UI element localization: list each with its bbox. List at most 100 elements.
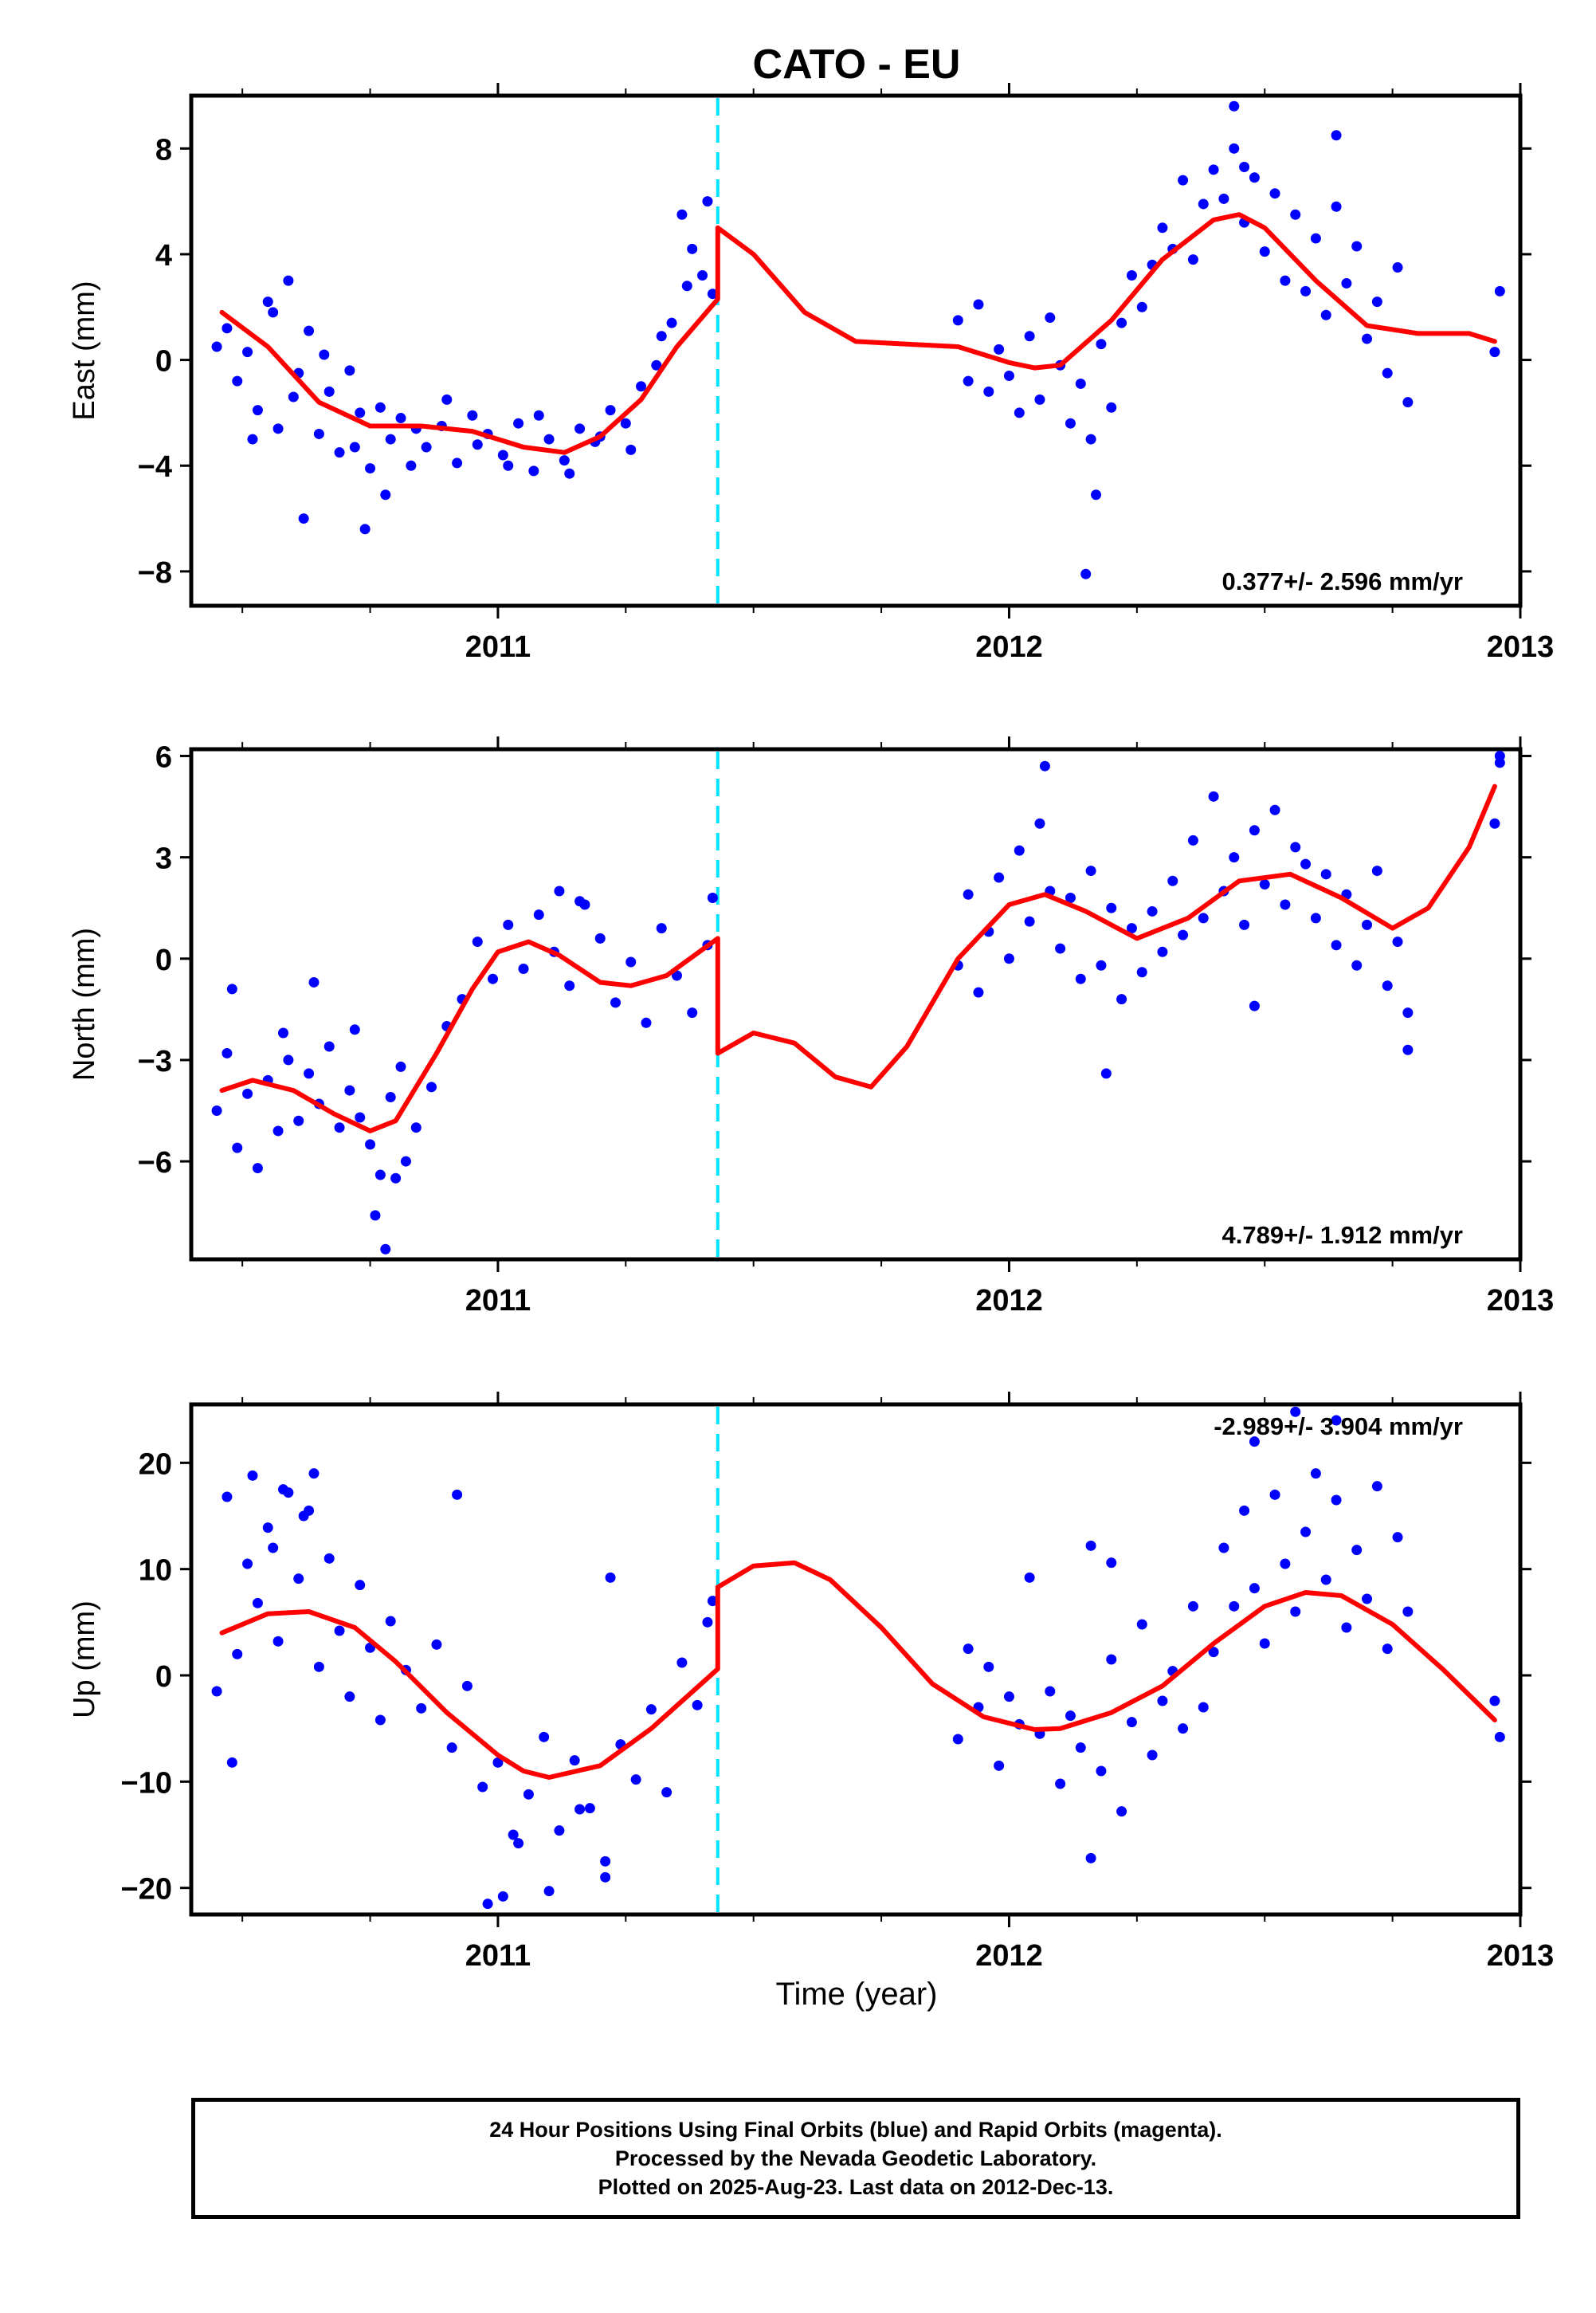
east-data-point <box>242 347 253 358</box>
north-data-point <box>1157 946 1168 957</box>
east-data-point <box>1126 269 1137 281</box>
east-data-point <box>1178 175 1189 186</box>
east-plot-frame <box>189 93 1523 608</box>
north-data-point <box>1003 953 1014 964</box>
north-data-point <box>1494 750 1505 761</box>
east-data-point <box>395 413 406 424</box>
east-data-point <box>1024 331 1035 342</box>
north-data-point <box>1178 929 1189 941</box>
east-data-point <box>1362 333 1373 344</box>
north-data-point <box>334 1122 345 1133</box>
up-data-point <box>1331 1415 1342 1426</box>
up-data-point <box>374 1714 386 1726</box>
up-data-point <box>1320 1574 1331 1585</box>
north-rate-label: 4.789+/- 1.912 mm/yr <box>1222 1221 1463 1249</box>
up-data-point <box>446 1742 457 1753</box>
up-data-point <box>1106 1654 1117 1665</box>
up-data-point <box>242 1558 253 1569</box>
east-data-point <box>559 455 570 466</box>
east-data-point <box>222 323 233 334</box>
east-data-point <box>513 418 524 429</box>
north-plot-frame <box>189 747 1523 1262</box>
north-data-point <box>1039 760 1050 772</box>
east-data-point <box>421 442 432 453</box>
east-data-point <box>1187 254 1198 265</box>
up-data-point <box>1392 1532 1403 1543</box>
east-data-point <box>441 394 453 405</box>
up-data-point <box>232 1648 243 1659</box>
up-data-point <box>226 1757 237 1768</box>
up-data-point <box>508 1829 519 1840</box>
north-data-point <box>283 1054 294 1066</box>
up-ylabel: Up (mm) <box>68 1600 101 1718</box>
up-data-point <box>1178 1723 1189 1734</box>
panel-east: −8 −4 0 4 8 2011 2012 2013 East (mm) 0.377+/- 2.5… <box>68 83 1554 664</box>
north-data-point <box>365 1139 376 1150</box>
north-data-point <box>226 984 237 995</box>
chart-title: CATO - EU <box>753 41 961 88</box>
north-ytick-label: 3 <box>155 842 172 876</box>
up-data-point <box>1382 1643 1393 1655</box>
up-data-point <box>211 1686 222 1697</box>
north-data-point <box>1249 1000 1260 1011</box>
east-data-point <box>273 423 284 434</box>
east-data-point <box>355 407 366 418</box>
up-data-point <box>1045 1686 1056 1697</box>
north-data-point <box>1075 973 1086 984</box>
north-ytick-label: 6 <box>155 740 172 774</box>
up-data-point <box>630 1774 641 1785</box>
up-data-point <box>1055 1778 1066 1789</box>
up-data-point <box>1249 1583 1260 1594</box>
up-xtick-label: 2012 <box>975 1939 1043 1973</box>
up-data-point <box>707 1596 718 1607</box>
north-data-point <box>355 1112 366 1123</box>
up-data-point <box>247 1470 258 1481</box>
up-data-point <box>1249 1436 1260 1447</box>
north-ytick-label: 0 <box>155 944 172 977</box>
east-data-point <box>472 439 483 450</box>
east-data-point <box>625 444 637 455</box>
north-data-point <box>1024 916 1035 927</box>
east-data-point <box>1075 378 1086 389</box>
north-data-point <box>1106 902 1117 913</box>
up-data-point <box>1290 1606 1301 1617</box>
north-data-point <box>1290 842 1301 853</box>
east-xtick-label: 2012 <box>975 630 1043 664</box>
up-data-point <box>523 1789 534 1800</box>
east-data-point <box>983 386 994 397</box>
east-data-point <box>1280 275 1291 286</box>
east-data-point <box>380 489 391 501</box>
north-data-point <box>610 997 621 1008</box>
up-data-point <box>1341 1622 1352 1633</box>
east-data-point <box>503 460 514 471</box>
up-fit-curve <box>219 1560 1497 1780</box>
north-data-point <box>1147 905 1158 917</box>
north-data-point <box>1310 913 1321 924</box>
up-data-point <box>1198 1702 1209 1713</box>
east-data-point <box>1080 568 1092 579</box>
up-data-point <box>1157 1695 1168 1706</box>
up-data-point <box>268 1542 279 1553</box>
east-data-point <box>1229 100 1240 112</box>
north-data-point <box>554 886 565 897</box>
east-data-point <box>1494 285 1505 296</box>
panel-north: −6 −3 0 3 6 2011 2012 2013 North (mm) 4.789+/- 1.… <box>68 736 1554 1318</box>
east-data-point <box>1310 233 1321 244</box>
north-data-point <box>1402 1044 1414 1055</box>
north-data-point <box>533 909 544 921</box>
north-data-point <box>390 1172 402 1184</box>
up-ytick-label: −20 <box>121 1873 172 1907</box>
north-data-point <box>304 1068 315 1079</box>
up-data-point <box>1331 1494 1342 1506</box>
north-xtick-label: 2012 <box>975 1284 1043 1318</box>
north-data-point <box>324 1041 335 1052</box>
east-data-point <box>1136 301 1147 312</box>
east-data-point <box>374 402 386 413</box>
east-data-point <box>452 457 463 469</box>
up-ytick-label: 20 <box>139 1447 172 1481</box>
up-data-point <box>543 1886 555 1897</box>
east-data-point <box>605 405 616 416</box>
north-data-point <box>641 1017 652 1028</box>
east-data-point <box>319 349 330 360</box>
